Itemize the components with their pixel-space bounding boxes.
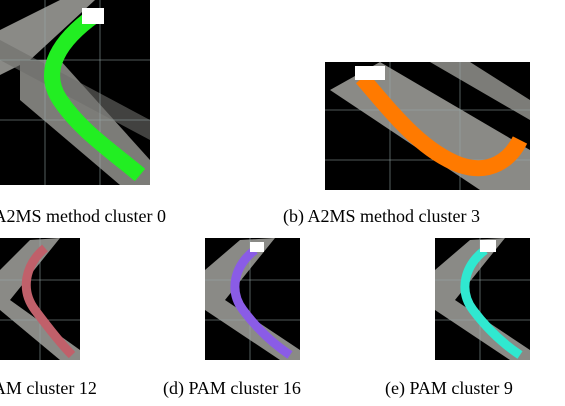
panel-d-image bbox=[205, 238, 300, 360]
caption: (d) PAM cluster 16 bbox=[163, 378, 301, 399]
caption: (c) PAM cluster 12 bbox=[0, 378, 97, 399]
panel-a-image bbox=[0, 0, 150, 185]
caption: (a) A2MS method cluster 0 bbox=[0, 206, 166, 227]
page: {"figures": [ {"caption": "(a) A2MS meth… bbox=[0, 0, 565, 406]
panel-e-image bbox=[435, 238, 530, 360]
caption: (b) A2MS method cluster 3 bbox=[283, 206, 480, 227]
caption: (e) PAM cluster 9 bbox=[385, 378, 513, 399]
figure: (a) A2MS method cluster 0 (b) A2MS metho… bbox=[0, 0, 565, 406]
panel-b-image bbox=[325, 62, 530, 190]
panel-c-image bbox=[0, 238, 80, 360]
